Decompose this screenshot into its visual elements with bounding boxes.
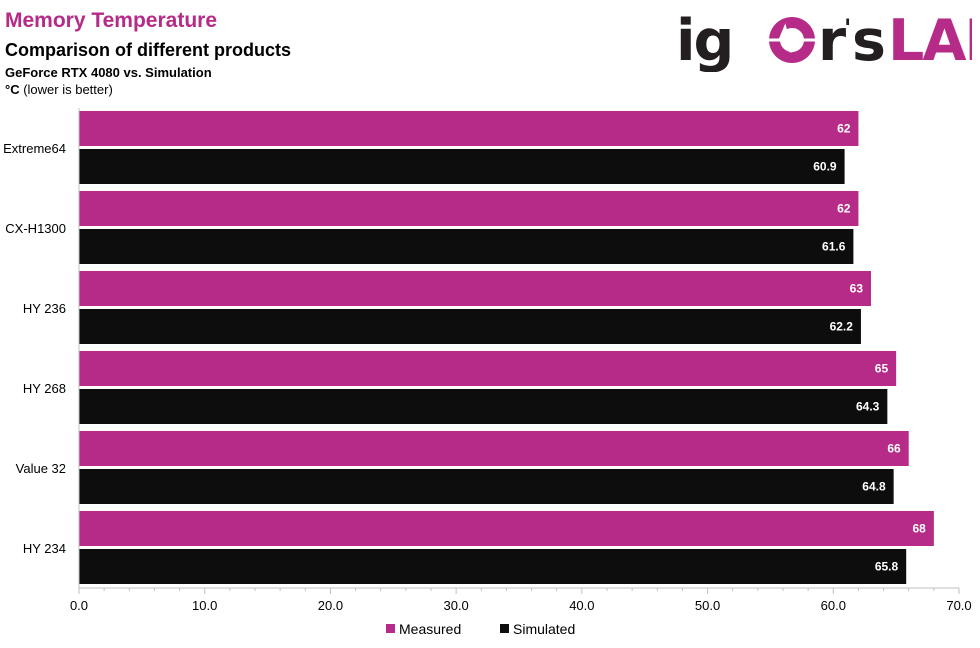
category-label: Value 32 [16, 461, 66, 476]
data-label-measured: 66 [887, 442, 901, 456]
logo-apostrophe: ' [844, 14, 851, 42]
data-label-simulated: 64.3 [856, 400, 880, 414]
data-label-simulated: 65.8 [875, 560, 899, 574]
bar-simulated [79, 389, 888, 424]
logo-pulse-o-icon [769, 17, 815, 63]
bar-measured [79, 111, 859, 146]
x-tick-label: 60.0 [821, 598, 846, 613]
category-label: HY 268 [23, 381, 66, 396]
x-tick-label: 0.0 [70, 598, 88, 613]
bar-measured [79, 351, 897, 386]
category-label: HY 234 [23, 541, 66, 556]
logo-text-s: s [852, 8, 884, 72]
unit-note-text: (lower is better) [19, 82, 113, 97]
data-label-measured: 63 [850, 282, 864, 296]
legend-swatch-simulated [500, 624, 509, 633]
logo-text-lab: LAB [888, 8, 972, 72]
logo-text-ig: ig [676, 8, 732, 72]
bar-measured [79, 191, 859, 226]
x-tick-label: 30.0 [443, 598, 468, 613]
bar-simulated [79, 229, 854, 264]
x-tick-label: 20.0 [318, 598, 343, 613]
bar-simulated [79, 149, 845, 184]
chart-subtitle: Comparison of different products [5, 40, 292, 60]
chart-title: Memory Temperature [5, 9, 218, 32]
data-label-simulated: 61.6 [822, 240, 846, 254]
legend-swatch-measured [386, 624, 395, 633]
data-label-measured: 62 [837, 122, 851, 136]
data-label-simulated: 60.9 [813, 160, 837, 174]
data-label-simulated: 62.2 [830, 320, 854, 334]
bar-simulated [79, 469, 894, 504]
logo-text-r: r [818, 8, 846, 72]
bar-measured [79, 511, 934, 546]
igorslab-logo: ig r ' s LAB [676, 8, 972, 72]
chart-unit-note: °C (lower is better) [5, 82, 113, 97]
legend-label-simulated: Simulated [513, 621, 575, 637]
category-label: HY 236 [23, 301, 66, 316]
unit-symbol: °C [5, 82, 20, 97]
x-tick-label: 40.0 [569, 598, 594, 613]
chart-comparison-note: GeForce RTX 4080 vs. Simulation [5, 65, 212, 80]
data-label-simulated: 64.8 [862, 480, 886, 494]
category-label: CX-H1300 [5, 221, 66, 236]
category-label: Extreme64 [3, 141, 66, 156]
legend-label-measured: Measured [399, 621, 461, 637]
x-tick-label: 70.0 [946, 598, 971, 613]
data-label-measured: 65 [875, 362, 889, 376]
data-label-measured: 62 [837, 202, 851, 216]
x-tick-label: 50.0 [695, 598, 720, 613]
bar-measured [79, 431, 909, 466]
bar-simulated [79, 549, 907, 584]
data-label-measured: 68 [912, 522, 926, 536]
bar-simulated [79, 309, 861, 344]
bar-measured [79, 271, 871, 306]
x-tick-label: 10.0 [192, 598, 217, 613]
